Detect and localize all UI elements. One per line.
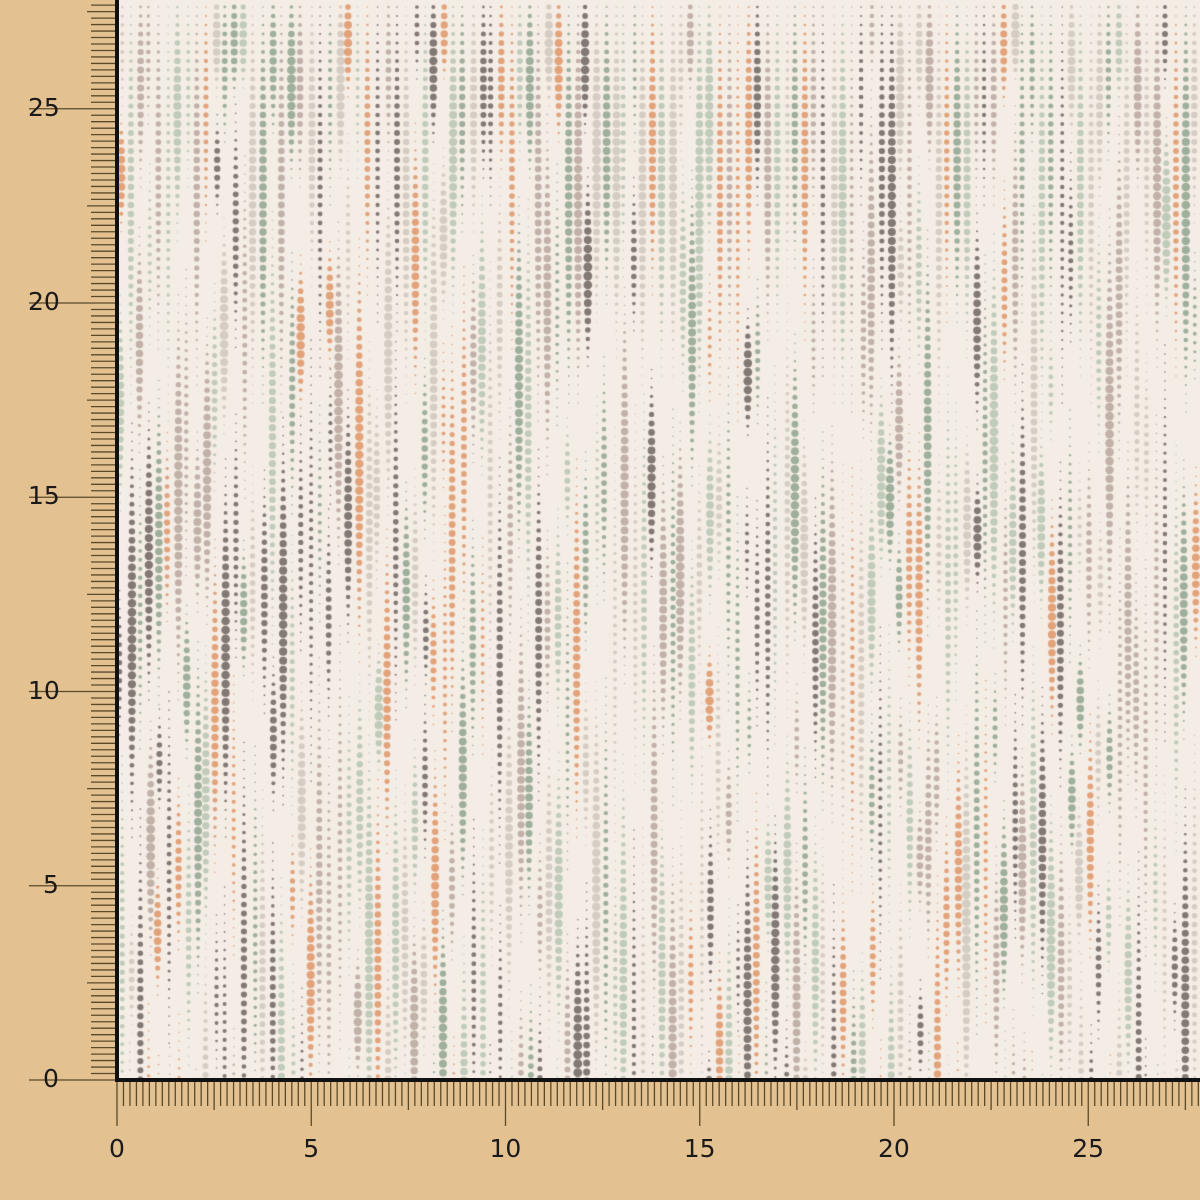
x-ruler-label: 20 bbox=[878, 1134, 910, 1163]
y-ruler-label: 0 bbox=[43, 1064, 59, 1093]
y-ruler-label: 15 bbox=[28, 481, 60, 511]
y-ruler-label: 25 bbox=[28, 92, 60, 122]
x-ruler-label: 25 bbox=[1072, 1134, 1105, 1163]
x-ruler-label: 10 bbox=[489, 1134, 522, 1163]
y-ruler-label: 20 bbox=[28, 287, 60, 316]
x-ruler-label: 0 bbox=[109, 1134, 125, 1163]
fabric-pattern-image bbox=[117, 0, 1200, 1080]
x-ruler-label: 15 bbox=[683, 1134, 716, 1163]
y-ruler-label: 10 bbox=[28, 675, 60, 705]
y-ruler-label: 5 bbox=[43, 869, 59, 899]
x-ruler-label: 5 bbox=[303, 1134, 320, 1163]
